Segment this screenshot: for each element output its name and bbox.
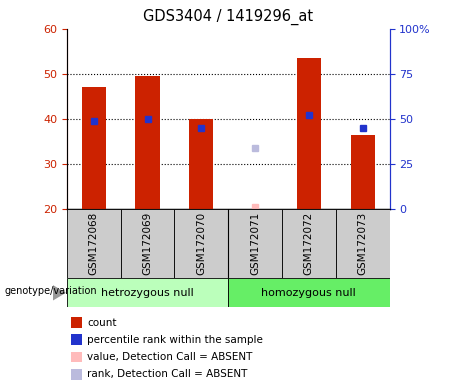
Bar — [67, 209, 121, 278]
Title: GDS3404 / 1419296_at: GDS3404 / 1419296_at — [143, 8, 313, 25]
Bar — [136, 76, 160, 209]
Text: GSM172070: GSM172070 — [196, 212, 207, 275]
Text: GSM172072: GSM172072 — [304, 212, 314, 275]
Text: rank, Detection Call = ABSENT: rank, Detection Call = ABSENT — [87, 369, 248, 379]
Text: GSM172071: GSM172071 — [250, 212, 260, 275]
Bar — [121, 209, 174, 278]
Text: percentile rank within the sample: percentile rank within the sample — [87, 335, 263, 345]
Bar — [297, 58, 321, 209]
Text: GSM172073: GSM172073 — [358, 212, 368, 275]
Bar — [67, 278, 228, 307]
Text: GSM172069: GSM172069 — [142, 212, 153, 275]
Text: count: count — [87, 318, 117, 328]
Text: genotype/variation: genotype/variation — [5, 286, 97, 296]
Text: value, Detection Call = ABSENT: value, Detection Call = ABSENT — [87, 352, 253, 362]
Text: homozygous null: homozygous null — [261, 288, 356, 298]
Bar — [174, 209, 228, 278]
Text: hetrozygous null: hetrozygous null — [101, 288, 194, 298]
Bar — [228, 209, 282, 278]
Bar — [189, 119, 213, 209]
Bar — [336, 209, 390, 278]
Bar — [228, 278, 390, 307]
Bar — [282, 209, 336, 278]
Bar — [82, 88, 106, 209]
Text: GSM172068: GSM172068 — [89, 212, 99, 275]
Bar — [350, 135, 375, 209]
Polygon shape — [53, 285, 66, 300]
